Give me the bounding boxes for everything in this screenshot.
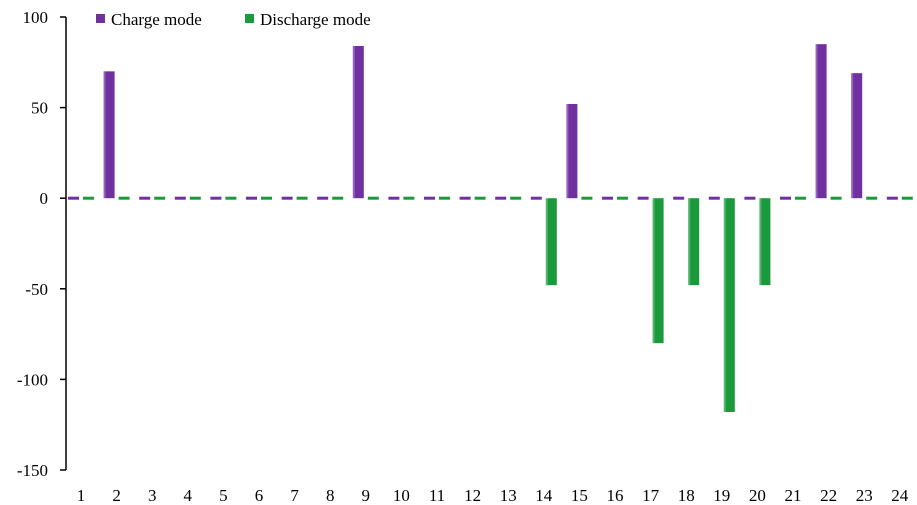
discharge-bar-22: [830, 196, 842, 200]
x-tick-label: 16: [607, 486, 624, 505]
charge-bar-24: [886, 196, 898, 200]
discharge-bar-17: [652, 198, 664, 344]
charge-bar-4: [174, 196, 186, 200]
discharge-bar-24: [901, 196, 913, 200]
x-tick-label: 20: [749, 486, 766, 505]
bar-highlight: [688, 198, 691, 286]
x-tick-label: 11: [429, 486, 445, 505]
charge-bar-12: [459, 196, 471, 200]
bar-highlight: [352, 45, 355, 199]
discharge-bar-11: [439, 196, 450, 200]
bar-highlight: [759, 198, 762, 286]
x-tick-label: 3: [148, 486, 157, 505]
charge-bar-20: [744, 196, 756, 200]
x-tick-label: 18: [678, 486, 695, 505]
legend-swatch: [245, 14, 254, 23]
x-tick-label: 9: [362, 486, 371, 505]
y-tick-label: 50: [31, 99, 48, 118]
discharge-bar-14: [545, 198, 557, 286]
charge-bar-9: [352, 45, 364, 199]
discharge-bar-12: [474, 196, 486, 200]
charge-bar-23: [851, 73, 863, 199]
y-tick-label: 100: [23, 8, 49, 27]
discharge-bar-21: [795, 196, 806, 200]
charge-bar-17: [637, 196, 649, 200]
discharge-bar-23: [866, 196, 878, 200]
y-tick-label: 0: [40, 189, 49, 208]
chart-legend: Charge mode Discharge mode: [96, 10, 371, 29]
discharge-bar-8: [332, 196, 344, 200]
discharge-bar-20: [759, 198, 771, 286]
x-tick-label: 22: [820, 486, 837, 505]
y-tick-label: -150: [17, 461, 48, 480]
x-tick-label: 14: [535, 486, 553, 505]
charge-bar-2: [103, 71, 115, 199]
x-tick-label: 10: [393, 486, 410, 505]
x-tick-label: 2: [112, 486, 121, 505]
discharge-bar-1: [83, 196, 94, 200]
discharge-bar-3: [154, 196, 166, 200]
bar-highlight: [723, 198, 726, 413]
charge-bar-8: [317, 196, 329, 200]
discharge-bar-7: [296, 196, 308, 200]
x-tick-label: 23: [856, 486, 873, 505]
discharge-bar-19: [723, 198, 735, 413]
discharge-bar-4: [189, 196, 201, 200]
charge-bar-10: [388, 196, 400, 200]
bar-highlight: [815, 44, 818, 199]
charge-bar-14: [530, 196, 542, 200]
x-tick-label: 15: [571, 486, 588, 505]
bar-highlight: [566, 103, 569, 199]
x-tick-label: 1: [77, 486, 86, 505]
x-tick-label: 7: [290, 486, 299, 505]
bar-highlight: [103, 71, 106, 199]
x-tick-label: 19: [713, 486, 730, 505]
charge-bar-15: [566, 103, 578, 199]
x-tick-label: 24: [891, 486, 909, 505]
discharge-bar-10: [403, 196, 415, 200]
discharge-bar-18: [688, 198, 700, 286]
x-tick-label: 17: [642, 486, 660, 505]
charge-bar-21: [780, 196, 791, 200]
chart-bars: [68, 44, 913, 413]
x-tick-label: 4: [184, 486, 193, 505]
x-tick-label: 13: [500, 486, 517, 505]
legend-label: Discharge mode: [260, 10, 371, 29]
discharge-bar-15: [581, 196, 593, 200]
x-tick-label: 6: [255, 486, 264, 505]
charge-bar-3: [139, 196, 151, 200]
charge-bar-22: [815, 44, 827, 199]
x-tick-label: 12: [464, 486, 481, 505]
discharge-bar-16: [617, 196, 628, 200]
discharge-bar-6: [261, 196, 272, 200]
legend-swatch: [96, 14, 105, 23]
charge-bar-6: [246, 196, 257, 200]
y-tick-label: -50: [25, 280, 48, 299]
discharge-bar-2: [118, 196, 130, 200]
charge-bar-18: [673, 196, 685, 200]
x-tick-label: 8: [326, 486, 335, 505]
charge-bar-1: [68, 196, 79, 200]
charge-bar-11: [424, 196, 435, 200]
y-tick-label: -100: [17, 370, 48, 389]
x-tick-label: 21: [785, 486, 802, 505]
x-tick-label: 5: [219, 486, 228, 505]
charge-bar-7: [281, 196, 293, 200]
discharge-bar-9: [367, 196, 379, 200]
charge-bar-13: [495, 196, 507, 200]
bar-highlight: [545, 198, 548, 286]
discharge-bar-13: [510, 196, 522, 200]
bar-highlight: [652, 198, 655, 344]
charge-bar-19: [708, 196, 720, 200]
discharge-bar-5: [225, 196, 237, 200]
legend-label: Charge mode: [111, 10, 202, 29]
charge-bar-16: [602, 196, 613, 200]
charge-bar-5: [210, 196, 222, 200]
bar-highlight: [851, 73, 854, 199]
